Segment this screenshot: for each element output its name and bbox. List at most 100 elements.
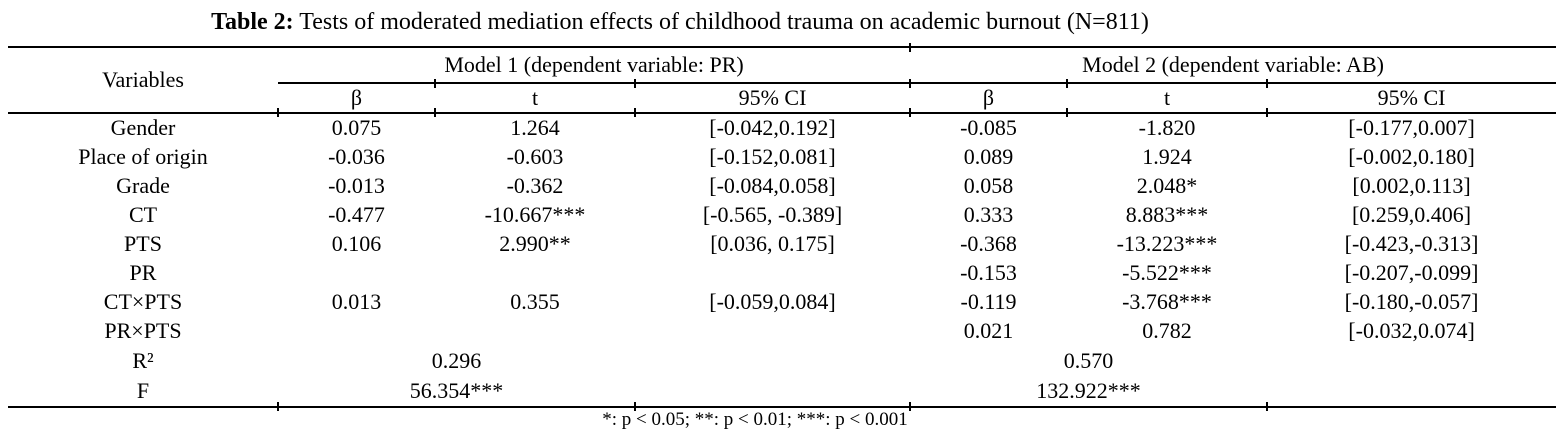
variable-cell: R² <box>132 347 154 373</box>
header-row-models: Variables Model 1 (dependent variable: P… <box>8 47 1557 114</box>
m1-beta-cell: -0.477 <box>328 201 385 227</box>
m2-ci-cell: [-0.207,-0.099] <box>1344 259 1479 285</box>
m1-beta-cell: -0.036 <box>328 143 385 169</box>
table-title-text: Tests of moderated mediation effects of … <box>299 9 1149 35</box>
table-row: Grade -0.013 -0.362 [-0.084,0.058] 0.058… <box>8 171 1556 200</box>
m1-t-cell: -10.667*** <box>484 201 586 227</box>
m1-t-cell: 2.990** <box>499 230 571 256</box>
variable-cell: F <box>136 378 150 403</box>
variable-cell: Place of origin <box>78 143 208 169</box>
subheader-m2-t: t <box>1067 83 1268 114</box>
m2-ci-cell: [-0.177,0.007] <box>1348 115 1475 140</box>
subheader-m1-ci: 95% CI <box>635 83 911 114</box>
results-table: Variables Model 1 (dependent variable: P… <box>8 46 1557 408</box>
m1-ci-cell: [-0.042,0.192] <box>709 115 836 140</box>
column-tick <box>634 402 636 411</box>
variable-cell: Gender <box>110 115 176 140</box>
table-row: Gender 0.075 1.264 [-0.042,0.192] -0.085… <box>8 113 1556 142</box>
m2-beta-cell: -0.085 <box>960 115 1017 140</box>
m2-beta-cell: 0.058 <box>963 172 1014 198</box>
m1-beta-cell <box>278 258 435 287</box>
m1-t-cell <box>435 316 635 345</box>
table-row: CT×PTS 0.013 0.355 [-0.059,0.084] -0.119… <box>8 287 1556 316</box>
m2-t-cell: -5.522*** <box>1122 259 1212 285</box>
column-tick <box>277 108 279 117</box>
m2-ci-cell: [-0.423,-0.313] <box>1344 230 1479 256</box>
m1-t-cell: -0.603 <box>506 143 564 169</box>
m1-ci-cell <box>635 258 910 287</box>
m1-beta-cell: 0.013 <box>331 288 382 314</box>
m1-ci-cell: [-0.059,0.084] <box>709 288 836 314</box>
m2-t-cell: -13.223*** <box>1116 230 1218 256</box>
column-tick <box>634 79 636 88</box>
m2-t-cell: -1.820 <box>1138 115 1196 140</box>
variable-cell: PR×PTS <box>104 317 182 343</box>
m2-beta-cell: 0.021 <box>963 317 1014 343</box>
column-tick <box>909 43 911 52</box>
column-tick <box>1066 108 1068 117</box>
m2-ci-cell: [0.002,0.113] <box>1352 172 1471 198</box>
m1-t-cell <box>435 258 635 287</box>
m1-f-cell: 56.354*** <box>409 378 504 403</box>
m2-empty-cell <box>1267 345 1556 376</box>
model2-header-cell: Model 2 (dependent variable: AB) <box>910 47 1557 84</box>
table-row: Place of origin -0.036 -0.603 [-0.152,0.… <box>8 142 1556 171</box>
column-tick <box>909 402 911 411</box>
m2-t-cell: 0.782 <box>1142 317 1192 343</box>
subheader-m1-beta: β <box>278 83 435 114</box>
column-tick <box>1066 79 1068 88</box>
variable-cell: PR <box>129 259 157 285</box>
m2-beta-cell: -0.368 <box>960 230 1017 256</box>
m1-t-cell: 0.355 <box>510 288 560 314</box>
m2-ci-cell: [-0.032,0.074] <box>1348 317 1475 343</box>
m1-beta-cell: -0.013 <box>328 172 385 198</box>
table-row: PR×PTS 0.021 0.782 [-0.032,0.074] <box>8 316 1556 345</box>
column-tick <box>909 108 911 117</box>
variable-cell: PTS <box>124 230 162 256</box>
m2-t-cell: 8.883*** <box>1125 201 1209 227</box>
table-row: PR -0.153 -5.522*** [-0.207,-0.099] <box>8 258 1556 287</box>
m1-ci-cell: [-0.084,0.058] <box>709 172 836 198</box>
table-row: PTS 0.106 2.990** [0.036, 0.175] -0.368 … <box>8 229 1556 258</box>
m2-ci-cell: [-0.180,-0.057] <box>1344 288 1479 314</box>
table-row-r-squared: R² 0.296 0.570 <box>8 345 1556 376</box>
m2-r-squared-cell: 0.570 <box>1063 347 1114 373</box>
m2-beta-cell: -0.153 <box>960 259 1017 285</box>
subheader-m2-ci: 95% CI <box>1267 83 1557 114</box>
column-tick <box>1266 108 1268 117</box>
m2-t-cell: -3.768*** <box>1122 288 1212 314</box>
m2-ci-cell: [0.259,0.406] <box>1351 201 1472 227</box>
significance-footnote: *: p < 0.05; **: p < 0.01; ***: p < 0.00… <box>602 409 908 430</box>
column-tick <box>634 108 636 117</box>
variable-cell: CT <box>128 201 158 227</box>
variable-cell: Grade <box>116 172 170 198</box>
m2-ci-cell: [-0.002,0.180] <box>1348 143 1475 169</box>
m2-beta-cell: 0.333 <box>963 201 1014 227</box>
model1-header-cell: Model 1 (dependent variable: PR) <box>278 47 911 84</box>
m1-beta-cell: 0.106 <box>331 230 382 256</box>
subheader-m2-beta: β <box>910 83 1068 114</box>
m2-t-cell: 2.048* <box>1136 172 1198 198</box>
m1-ci-cell: [-0.152,0.081] <box>709 143 836 169</box>
m1-empty-cell <box>635 376 910 407</box>
table-title: Table 2: Tests of moderated mediation ef… <box>0 9 1565 36</box>
column-tick <box>1266 79 1268 88</box>
m1-beta-cell: 0.075 <box>331 115 382 140</box>
table-row: CT -0.477 -10.667*** [-0.565, -0.389] 0.… <box>8 200 1556 229</box>
m1-t-cell: -0.362 <box>506 172 564 198</box>
m1-t-cell: 1.264 <box>510 115 560 140</box>
m1-ci-cell: [-0.565, -0.389] <box>702 201 843 227</box>
m1-ci-cell <box>635 316 910 345</box>
column-tick <box>434 108 436 117</box>
m2-empty-cell <box>1267 376 1556 407</box>
header-row-stats: β t 95% CI β t 95% CI <box>8 83 1557 114</box>
column-tick <box>434 79 436 88</box>
variables-header-cell: Variables <box>8 47 278 114</box>
table-row-f-statistic: F 56.354*** 132.922*** <box>8 376 1556 407</box>
column-tick <box>1266 402 1268 411</box>
m2-beta-cell: -0.119 <box>960 288 1017 314</box>
m1-ci-cell: [0.036, 0.175] <box>710 230 835 256</box>
subheader-m1-t: t <box>435 83 635 114</box>
variable-cell: CT×PTS <box>103 288 183 314</box>
